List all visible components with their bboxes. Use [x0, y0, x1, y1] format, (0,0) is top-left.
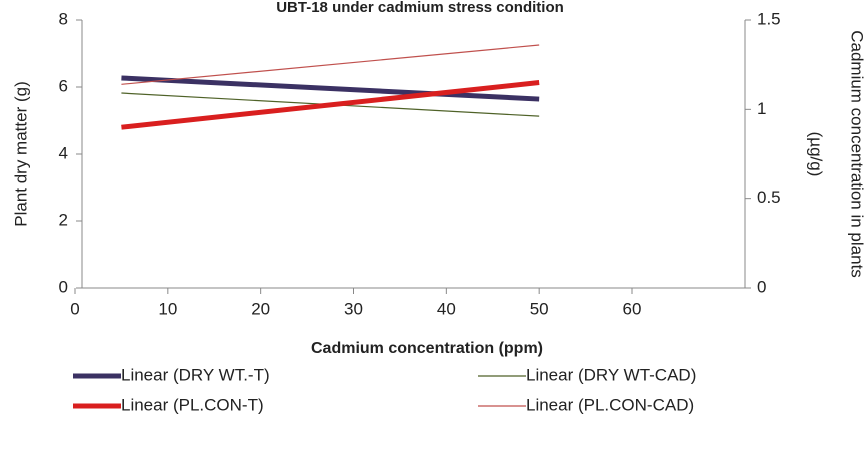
legend-label: Linear (DRY WT-CAD)	[526, 365, 696, 384]
x-tick-label: 0	[70, 299, 79, 318]
y2-tick-label: 1.5	[757, 9, 781, 28]
legend-label: Linear (DRY WT.-T)	[121, 365, 270, 384]
y-axis-label: Plant dry matter (g)	[11, 81, 30, 227]
y-tick-label: 0	[59, 277, 68, 296]
y2-axis-label: Cadmium concentration in plants	[848, 30, 867, 278]
y-tick-label: 4	[59, 143, 68, 162]
chart-title: UBT-18 under cadmium stress condition	[276, 0, 564, 16]
legend-label: Linear (PL.CON-T)	[121, 395, 264, 414]
legend-label: Linear (PL.CON-CAD)	[526, 395, 694, 414]
x-tick-label: 40	[437, 299, 456, 318]
y2-tick-label: 1	[757, 99, 766, 118]
y-tick-label: 2	[59, 210, 68, 229]
y2-tick-label: 0.5	[757, 188, 781, 207]
y2-axis-label: (µg/g)	[807, 132, 826, 177]
y-tick-label: 6	[59, 76, 68, 95]
series-line	[121, 75, 540, 102]
x-tick-label: 20	[251, 299, 270, 318]
series-line	[121, 44, 540, 85]
series-line	[121, 80, 540, 130]
x-axis-label: Cadmium concentration (ppm)	[311, 340, 543, 357]
x-tick-label: 60	[623, 299, 642, 318]
y-tick-label: 8	[59, 9, 68, 28]
x-tick-label: 30	[344, 299, 363, 318]
x-tick-label: 50	[530, 299, 549, 318]
x-tick-label: 10	[158, 299, 177, 318]
y2-tick-label: 0	[757, 277, 766, 296]
